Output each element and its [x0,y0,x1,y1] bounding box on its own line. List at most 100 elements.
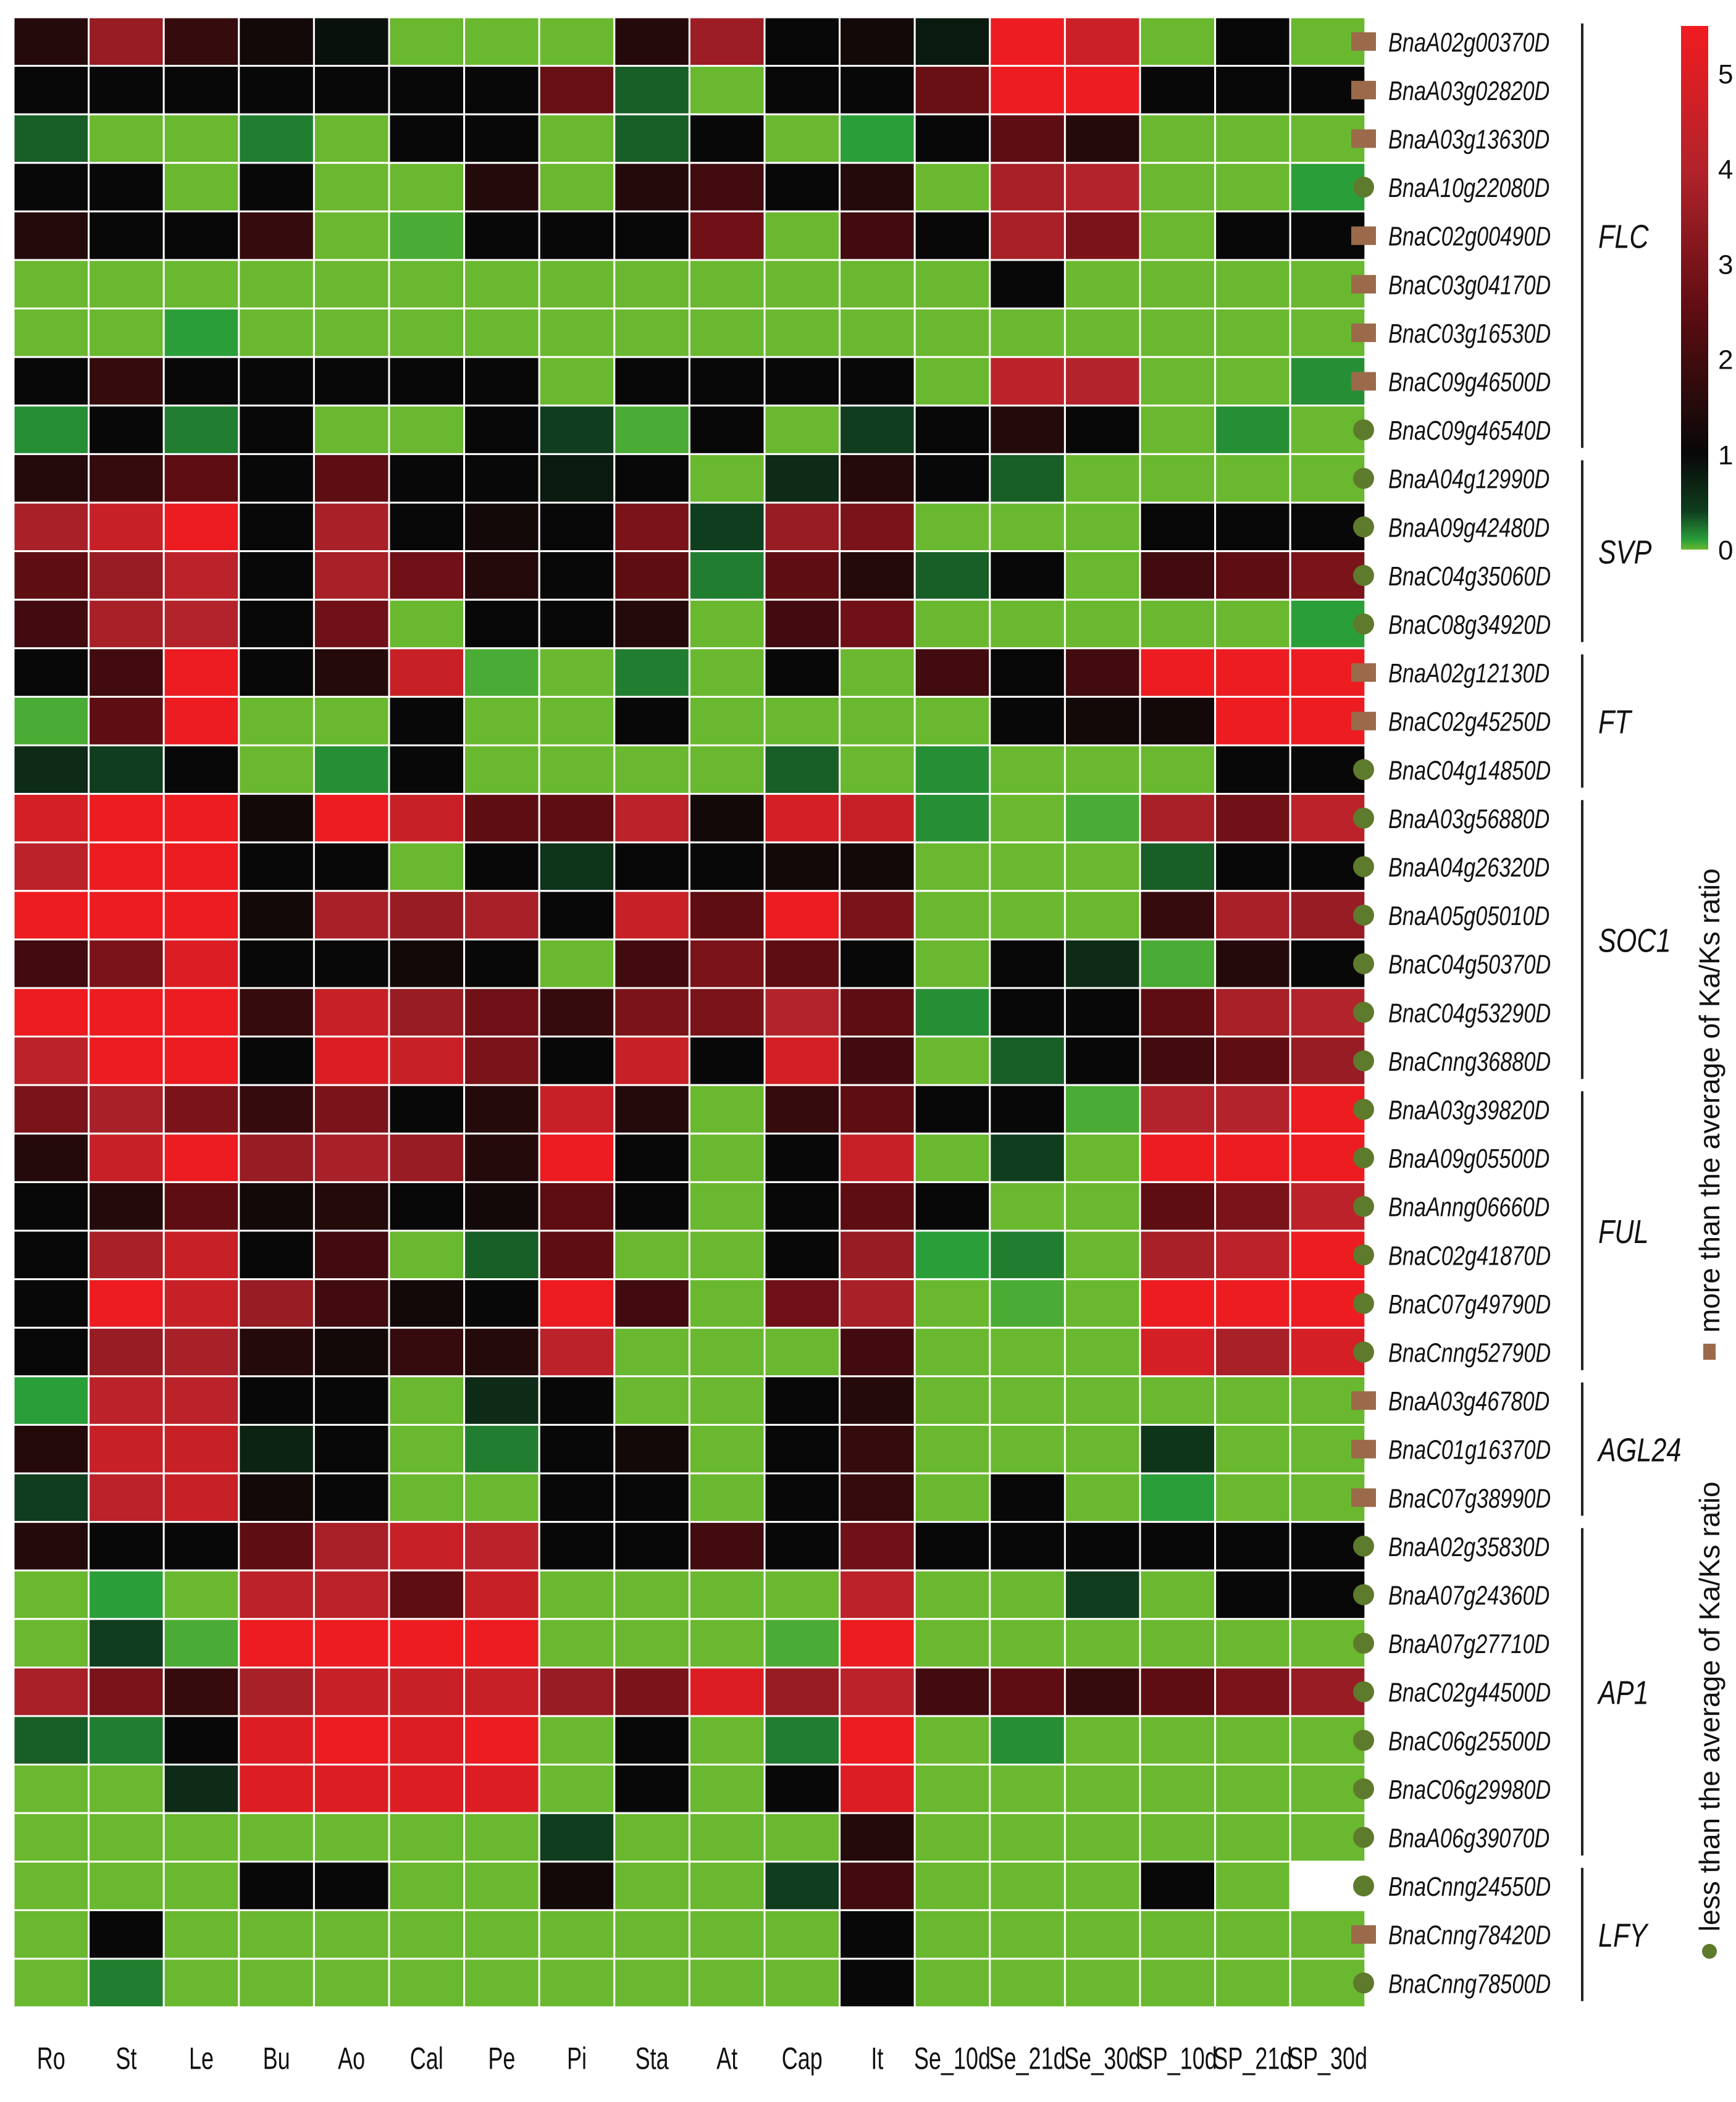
heatmap-cell [913,259,991,310]
heatmap-cell [613,1764,690,1814]
heatmap-cell [763,1618,841,1669]
heatmap-cell [12,1423,90,1475]
heatmap-cell [388,210,466,261]
heatmap-cell [388,453,466,504]
heatmap-cell [613,987,690,1038]
heatmap-cell [238,987,315,1038]
heatmap-cell [238,113,315,164]
heatmap-cell [1139,1812,1217,1863]
heatmap-cell [913,1036,991,1086]
heatmap-cell [839,65,916,115]
column-label: St [115,2042,136,2076]
heatmap-cell [312,938,390,989]
gene-label: BnaCnng36880D [1388,1047,1551,1077]
group-label: SVP [1598,534,1652,571]
heatmap-cell [162,1181,240,1232]
heatmap-cell [1063,647,1141,698]
heatmap-cell [763,1036,841,1086]
heatmap-cell [1139,1764,1217,1814]
heatmap-cell [162,113,240,164]
heatmap-cell [12,1084,90,1135]
heatmap-cell [463,501,540,553]
column-label: Cap [782,2042,823,2076]
heatmap-cell [238,16,315,67]
group-label: SOC1 [1598,923,1671,960]
more-marker [1351,663,1376,682]
heatmap-cell [613,1036,690,1086]
heatmap-cell [989,453,1066,504]
heatmap-cell [162,1861,240,1911]
more-marker [1351,129,1376,148]
heatmap-cell [538,744,616,795]
heatmap-cell [312,259,390,310]
heatmap-cell [1214,1909,1291,1960]
heatmap-cell [12,1036,90,1086]
heatmap-cell [839,550,916,601]
heatmap-cell [312,1618,390,1669]
column-label: Bu [263,2042,290,2076]
heatmap-cell [1289,1958,1367,2009]
gene-labels: BnaA02g00370D BnaA03g02820D BnaA03g13630D B… [1351,27,1551,1999]
heatmap-cell [312,1764,390,1814]
heatmap-cell [613,1666,690,1717]
heatmap-cell [312,1812,390,1863]
heatmap-cell [989,308,1066,358]
heatmap-cell [688,550,766,601]
less-marker [1353,564,1374,586]
heatmap-cell [463,259,540,310]
heatmap-cell [162,1036,240,1086]
gene-groups: FLC SVP FT SOC1 FUL AGL24 AP1 LFY [1581,23,1681,2001]
heatmap-cell [463,1569,540,1620]
group-label: FT [1598,704,1633,741]
heatmap-cell [312,1472,390,1523]
heatmap-cell [388,16,466,67]
heatmap-cell [1063,938,1141,989]
heatmap-cell [12,453,90,504]
heatmap-cell [12,550,90,601]
heatmap-cell [12,1764,90,1814]
heatmap-cell [388,1958,466,2009]
heatmap-cell [1063,793,1141,844]
heatmap-cell [1214,987,1291,1038]
column-label: SP_21d [1213,2042,1292,2076]
heatmap-cell [88,1861,165,1911]
heatmap-cell [162,453,240,504]
gene-label: BnaCnng24550D [1388,1872,1551,1902]
heatmap-cell [312,550,390,601]
heatmap-cell [388,1375,466,1426]
heatmap-cell [613,259,690,310]
heatmap-cell [613,1472,690,1523]
heatmap-cell [12,1666,90,1717]
heatmap-cell [88,550,165,601]
heatmap-cell [463,1278,540,1329]
less-marker [1353,1875,1374,1897]
gene-label: BnaA03g46780D [1388,1386,1549,1417]
heatmap-cell [989,647,1066,698]
heatmap-cell [1063,1181,1141,1232]
heatmap-cell [688,16,766,67]
heatmap-cell [913,1326,991,1378]
heatmap-cell [238,1666,315,1717]
heatmap-cell [1063,210,1141,261]
heatmap-cell [763,1569,841,1620]
heatmap-cell [12,695,90,747]
heatmap-cell [1214,1764,1291,1814]
heatmap-cell [88,598,165,650]
heatmap-cell [839,162,916,212]
heatmap-cell [1063,1084,1141,1135]
heatmap-cell [763,1423,841,1475]
heatmap-cell [1139,938,1217,989]
heatmap-cell [1139,501,1217,553]
gene-label: BnaA03g56880D [1388,804,1549,834]
heatmap-cell [839,210,916,261]
heatmap-cell [688,1472,766,1523]
heatmap-cell [763,647,841,698]
heatmap-cell [88,1666,165,1717]
heatmap-cell [1139,1861,1217,1911]
heatmap-cell [312,1036,390,1086]
heatmap-cell [613,501,690,553]
heatmap-cell [688,113,766,164]
heatmap-cell [913,162,991,212]
heatmap-cell [238,1036,315,1086]
heatmap-cell [238,598,315,650]
